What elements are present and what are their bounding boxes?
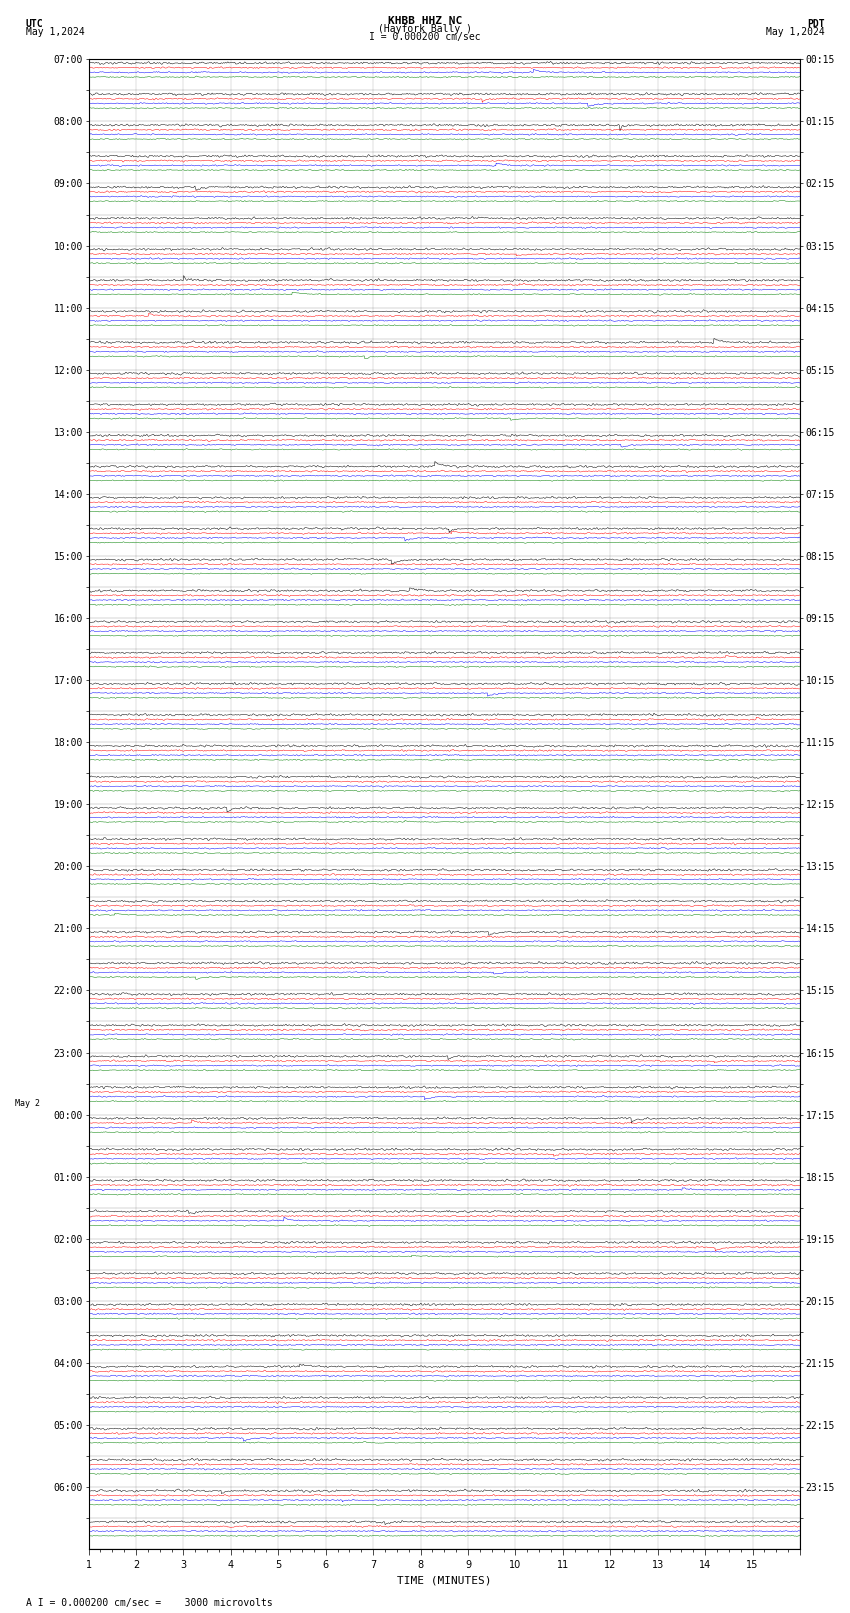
- X-axis label: TIME (MINUTES): TIME (MINUTES): [397, 1576, 491, 1586]
- Text: PDT: PDT: [807, 19, 824, 29]
- Text: A I = 0.000200 cm/sec =    3000 microvolts: A I = 0.000200 cm/sec = 3000 microvolts: [26, 1598, 272, 1608]
- Text: KHBB HHZ NC: KHBB HHZ NC: [388, 16, 462, 26]
- Text: (Hayfork Bally ): (Hayfork Bally ): [378, 24, 472, 34]
- Text: May 1,2024: May 1,2024: [766, 27, 824, 37]
- Text: May 1,2024: May 1,2024: [26, 27, 84, 37]
- Text: May 2: May 2: [15, 1100, 40, 1108]
- Text: I = 0.000200 cm/sec: I = 0.000200 cm/sec: [369, 32, 481, 42]
- Text: UTC: UTC: [26, 19, 43, 29]
